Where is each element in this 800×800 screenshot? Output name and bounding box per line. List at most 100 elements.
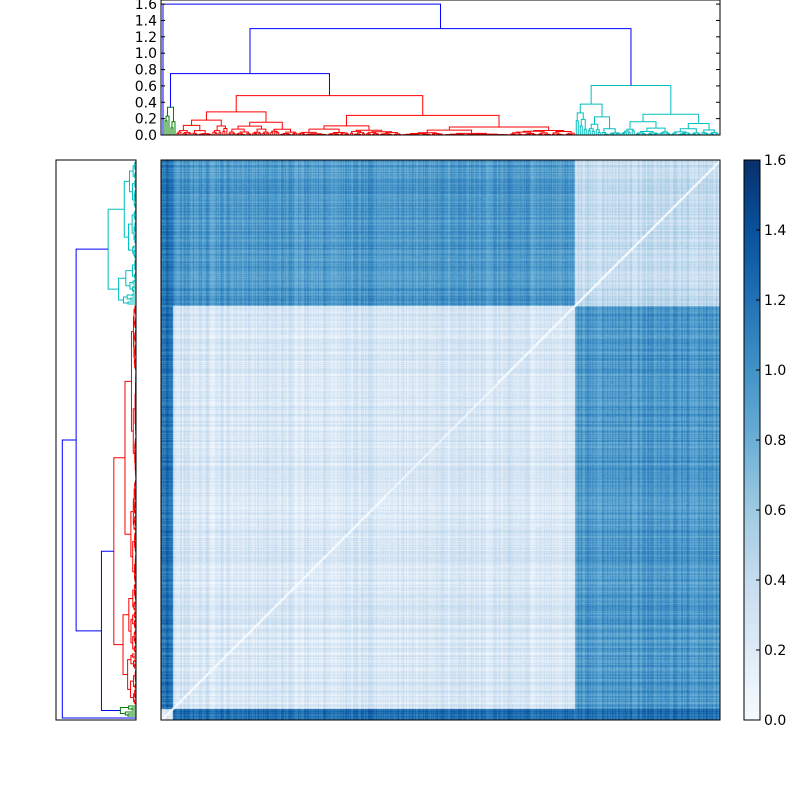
colorbar: 0.0 0.2 0.4 0.6 0.8 1.0 1.2 1.4 1.6: [743, 153, 786, 729]
top-dendrogram-link: [249, 28, 632, 86]
left-dendrogram-link: [130, 655, 134, 665]
top-dendrogram-link: [682, 132, 690, 134]
left-dendrogram-links: [61, 161, 137, 719]
top-dendrogram-link: [171, 121, 176, 135]
colorbar-tick-label: 0.4: [764, 573, 786, 589]
top-dendrogram-link: [345, 114, 500, 127]
top-dendrogram-link: [262, 132, 266, 135]
top-dendrogram-link: [276, 132, 280, 135]
top-dendrogram-link: [165, 115, 170, 135]
top-dendrogram-ytick-label: 0.6: [135, 79, 157, 95]
left-dendrogram-link: [75, 248, 109, 632]
top-dendrogram-link: [235, 95, 424, 116]
top-dendrogram-link: [588, 128, 594, 132]
top-dendrogram-ytick-label: 0.0: [135, 128, 157, 144]
distance-heatmap: [160, 159, 721, 721]
left-dendrogram-link: [113, 457, 125, 646]
top-dendrogram-link: [552, 132, 560, 135]
heatmap-frame: [160, 159, 721, 721]
top-dendrogram-link: [587, 130, 591, 135]
top-dendrogram-link: [580, 118, 586, 130]
top-dendrogram-link: [579, 125, 583, 135]
top-dendrogram-link: [192, 132, 197, 135]
left-dendrogram-link: [133, 226, 135, 240]
colorbar-tick-label: 1.6: [764, 153, 786, 169]
top-dendrogram-link: [591, 130, 595, 135]
top-dendrogram-link: [373, 133, 379, 135]
top-dendrogram-link: [205, 111, 267, 123]
left-dendrogram-link: [134, 638, 136, 644]
top-dendrogram-link: [218, 132, 222, 135]
left-dendrogram-link: [122, 614, 129, 675]
left-dendrogram-link: [132, 408, 136, 454]
top-dendrogram-link: [355, 133, 361, 135]
top-dendrogram-link: [213, 130, 221, 133]
top-dendrogram-link: [432, 133, 436, 135]
left-dendrogram-link: [134, 190, 136, 198]
top-dendrogram-link: [693, 132, 700, 135]
top-dendrogram-link: [292, 133, 296, 135]
top-dendrogram-link: [166, 106, 174, 122]
top-dendrogram-link: [214, 132, 218, 135]
top-dendrogram-link: [641, 133, 646, 135]
colorbar-ticks: 0.0 0.2 0.4 0.6 0.8 1.0 1.2 1.4 1.6: [756, 153, 786, 729]
top-dendrogram-link: [423, 133, 429, 135]
top-dendrogram-link: [252, 132, 257, 135]
top-dendrogram-link: [293, 132, 298, 135]
top-dendrogram-link: [298, 133, 302, 135]
top-dendrogram-link: [282, 133, 289, 135]
left-dendrogram-link: [132, 636, 135, 650]
left-dendrogram-link: [132, 316, 135, 348]
top-dendrogram-link: [270, 131, 274, 135]
left-dendrogram-link: [133, 660, 135, 667]
top-dendrogram-link: [583, 128, 587, 135]
left-dendrogram-link: [100, 550, 121, 711]
left-dendrogram-link: [132, 293, 136, 297]
top-dendrogram-link: [512, 132, 521, 135]
left-dendrogram-link: [133, 675, 136, 687]
top-dendrogram-link: [567, 132, 575, 135]
left-dendrogram-link: [123, 296, 128, 304]
top-dendrogram-link: [229, 131, 235, 134]
top-dendrogram-link: [169, 73, 330, 108]
top-dendrogram-link: [709, 133, 714, 135]
left-dendrogram-link: [61, 439, 136, 719]
left-dendrogram: [55, 159, 137, 721]
top-dendrogram-link: [522, 130, 545, 133]
top-dendrogram-link: [164, 120, 168, 135]
top-dendrogram-link: [216, 125, 226, 131]
top-dendrogram: 0.00.20.40.60.81.01.21.41.6: [135, 0, 721, 144]
top-dendrogram-link: [621, 132, 625, 135]
left-dendrogram-link: [134, 174, 136, 179]
top-dendrogram-frame: [160, 0, 721, 136]
top-dendrogram-link: [593, 116, 611, 129]
top-dendrogram-ytick-label: 0.8: [135, 63, 157, 79]
top-dendrogram-ytick-label: 1.0: [135, 46, 157, 62]
left-dendrogram-link: [134, 180, 136, 187]
left-dendrogram-link: [107, 208, 125, 290]
top-dendrogram-link: [540, 132, 548, 135]
top-dendrogram-link: [256, 128, 267, 133]
top-dendrogram-ytick-label: 1.4: [135, 13, 157, 29]
left-dendrogram-link: [134, 332, 136, 340]
left-dendrogram-link: [130, 297, 136, 301]
top-dendrogram-link: [273, 128, 292, 133]
top-dendrogram-link: [367, 131, 377, 134]
top-dendrogram-link: [715, 133, 719, 135]
heatmap-cells: [161, 160, 720, 720]
top-dendrogram-link: [703, 132, 708, 135]
top-dendrogram-link: [239, 131, 249, 134]
top-dendrogram-link: [590, 123, 599, 130]
top-dendrogram-ytick-label: 0.2: [135, 112, 157, 128]
left-dendrogram-link: [134, 482, 136, 496]
left-dendrogram-link: [134, 253, 136, 258]
top-dendrogram-link: [703, 129, 715, 133]
top-dendrogram-link: [533, 129, 565, 132]
left-dendrogram-link: [133, 335, 135, 358]
left-dendrogram-link: [119, 707, 129, 714]
left-dendrogram-link: [133, 632, 136, 642]
left-dendrogram-link: [130, 331, 134, 432]
top-dendrogram-link: [222, 130, 226, 135]
colorbar-tick-label: 1.4: [764, 223, 786, 239]
